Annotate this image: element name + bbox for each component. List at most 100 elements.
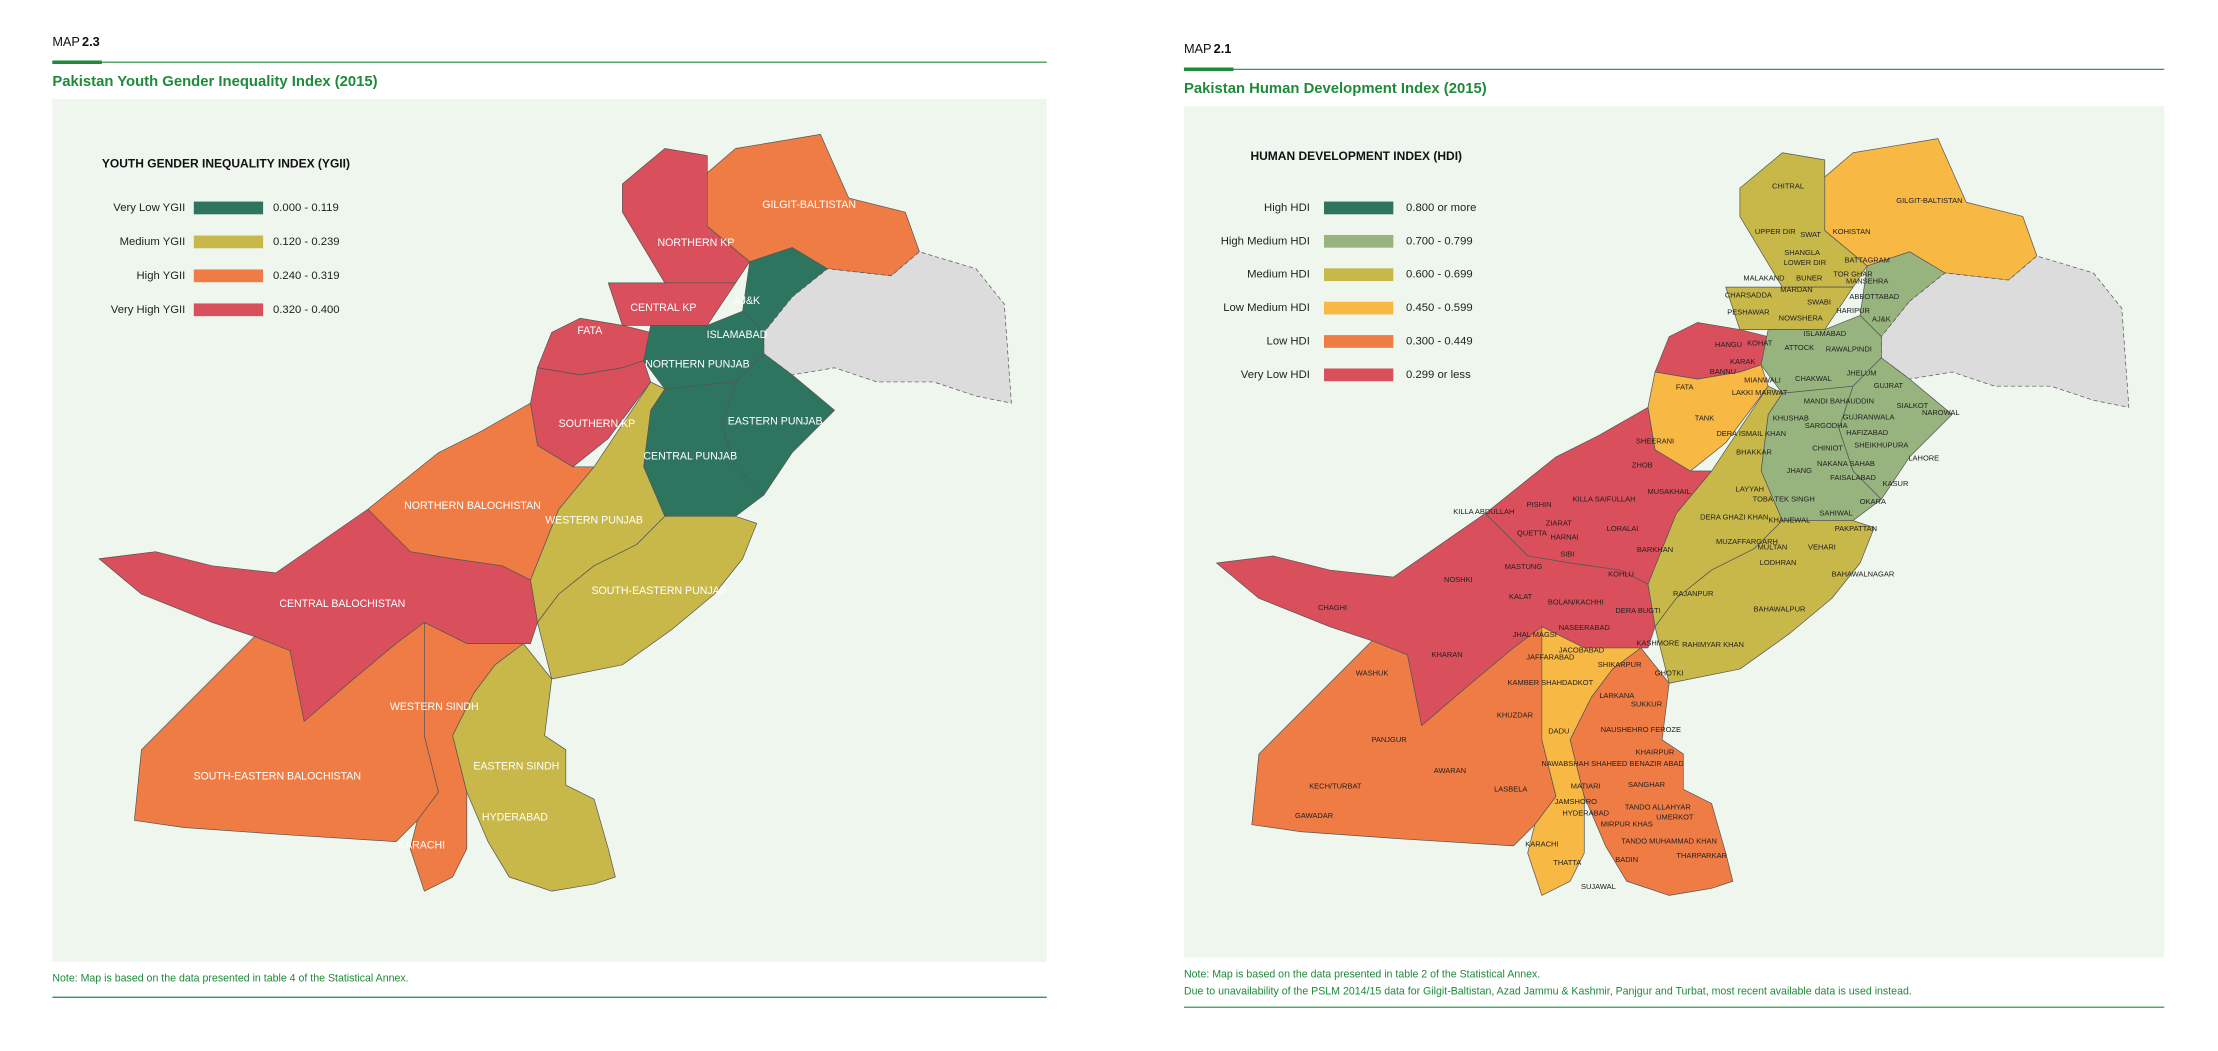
legend-range: 0.300 - 0.449	[1406, 335, 1473, 347]
district-label: GUJRAT	[1874, 381, 1904, 390]
district-label: CHAGHI	[1318, 603, 1347, 612]
district-label: MUSAKHAIL	[1648, 487, 1691, 496]
legend-swatch	[193, 303, 264, 317]
legend-swatch	[1324, 268, 1394, 282]
region-label: CENTRAL KP	[630, 302, 696, 314]
district-label: KALAT	[1509, 592, 1533, 601]
district-label: THARPARKAR	[1676, 851, 1727, 860]
district-label: KHUSHAB	[1773, 414, 1809, 423]
district-label: QUETTA	[1517, 528, 1547, 537]
district-label: SARGODHA	[1805, 421, 1848, 430]
district-label: PISHIN	[1527, 500, 1552, 509]
district-label: HANGU	[1715, 340, 1742, 349]
district-label: HARNAI	[1550, 533, 1578, 542]
map-title: Pakistan Youth Gender Inequality Index (…	[52, 74, 377, 90]
region-label: CENTRAL PUNJAB	[643, 451, 737, 463]
district-label: ISLAMABAD	[1803, 329, 1846, 338]
district-label: THATTA	[1553, 858, 1581, 867]
legend-swatch	[1324, 335, 1394, 348]
district-label: KASHMORE	[1636, 639, 1679, 648]
district-label: JAFFARABAD	[1526, 653, 1575, 662]
region-label: WESTERN SINDH	[390, 701, 479, 713]
district-label: NOSHKI	[1444, 575, 1473, 584]
map-shapes	[1216, 138, 2130, 896]
district-label: SHEIKHUPURA	[1854, 441, 1908, 450]
district-label: SWAT	[1800, 230, 1821, 239]
district-label: SUJAWAL	[1581, 882, 1616, 891]
region-label: HYDERABAD	[482, 811, 548, 823]
district-label: KILLA SAIFULLAH	[1573, 494, 1636, 503]
region-label: NORTHERN KP	[657, 237, 734, 249]
district-label: JAMSHORO	[1555, 797, 1598, 806]
district-label: SANGHAR	[1628, 780, 1666, 789]
legend-swatch	[1324, 368, 1394, 382]
region-label: GILGIT-BALTISTAN	[762, 199, 856, 211]
map-label: MAP	[1184, 41, 1212, 56]
district-label: KOHISTAN	[1833, 227, 1871, 236]
district-label: KASUR	[1883, 479, 1909, 488]
district-label: MATIARI	[1571, 781, 1601, 790]
district-label: BUNER	[1796, 274, 1823, 283]
district-label: ZIARAT	[1546, 518, 1572, 527]
district-label: CHAKWAL	[1795, 374, 1832, 383]
note: Due to unavailability of the PSLM 2014/1…	[1184, 985, 1912, 997]
district-label: DERA GHAZI KHAN	[1700, 513, 1768, 522]
district-label: ATTOCK	[1784, 343, 1814, 352]
district-label: BATTAGRAM	[1844, 255, 1889, 264]
district-label: LORALAI	[1607, 524, 1639, 533]
district-label: MASTUNG	[1505, 562, 1543, 571]
district-label: GUJRANWALA	[1843, 412, 1895, 421]
legend-label: Low HDI	[1267, 335, 1310, 347]
district-label: KHARAN	[1431, 650, 1462, 659]
legend-label: Very High YGII	[111, 304, 186, 316]
region-label: SOUTHERN KP	[559, 418, 636, 430]
district-label: LAYYAH	[1736, 484, 1764, 493]
district-label: SIBI	[1560, 549, 1574, 558]
district-label: NAKANA SAHAB	[1817, 459, 1875, 468]
district-label: KARACHI	[1525, 839, 1558, 848]
district-label: OKARA	[1860, 497, 1886, 506]
district-label: MIRPUR KHAS	[1601, 820, 1653, 829]
district-label: KOHAT	[1747, 339, 1773, 348]
district-label: BAHAWALPUR	[1754, 605, 1806, 614]
region-label: NORTHERN BALOCHISTAN	[404, 500, 541, 512]
district-label: RAHIMYAR KHAN	[1682, 640, 1744, 649]
district-label: ZHOB	[1632, 460, 1653, 469]
region-label: ISLAMABAD	[707, 329, 768, 341]
district-label: KAMBER SHAHDADKOT	[1507, 678, 1593, 687]
district-label: LARKANA	[1599, 691, 1634, 700]
district-label: NAWABSHAH SHAHEED BENAZIR ABAD	[1541, 759, 1684, 768]
district-label: NAROWAL	[1922, 408, 1960, 417]
district-label: BADIN	[1615, 855, 1638, 864]
district-label: UPPER DIR	[1755, 227, 1796, 236]
region-label: EASTERN SINDH	[473, 760, 559, 772]
district-label: ABBOTTABAD	[1849, 292, 1899, 301]
district-label: MANDI BAHAUDDIN	[1804, 397, 1874, 406]
region-label: KARACHI	[398, 840, 445, 852]
district-label: FAISALABAD	[1830, 473, 1876, 482]
district-label: KHANEWAL	[1769, 516, 1811, 525]
district-label: DADU	[1548, 726, 1569, 735]
district-label: SWABI	[1807, 298, 1831, 307]
district-label: TANDO MUHAMMAD KHAN	[1621, 837, 1717, 846]
legend-range: 0.299 or less	[1406, 369, 1471, 381]
legend-range: 0.450 - 0.599	[1406, 302, 1473, 314]
map-number: 2.1	[1214, 41, 1232, 56]
district-label: HAFIZABAD	[1846, 428, 1889, 437]
legend-label: Medium YGII	[120, 236, 186, 248]
district-label: SIALKOT	[1897, 401, 1929, 410]
region-label: CENTRAL BALOCHISTAN	[279, 598, 405, 610]
district-label: VEHARI	[1808, 542, 1836, 551]
note: Note: Map is based on the data presented…	[1184, 968, 1540, 980]
district-label: CHARSADDA	[1725, 291, 1772, 300]
district-label: TOBA TEK SINGH	[1753, 494, 1815, 503]
district-label: LODHRAN	[1760, 558, 1797, 567]
district-label: AWARAN	[1434, 766, 1466, 775]
legend-label: Very Low HDI	[1241, 369, 1310, 381]
legend-swatch	[1324, 301, 1394, 315]
region-label: NORTHERN PUNJAB	[645, 359, 750, 371]
legend-label: High HDI	[1264, 202, 1310, 214]
district-label: PAKPATTAN	[1835, 524, 1877, 533]
district-label: SUKKUR	[1631, 699, 1663, 708]
district-label: JHAL MAGSI	[1513, 630, 1557, 639]
